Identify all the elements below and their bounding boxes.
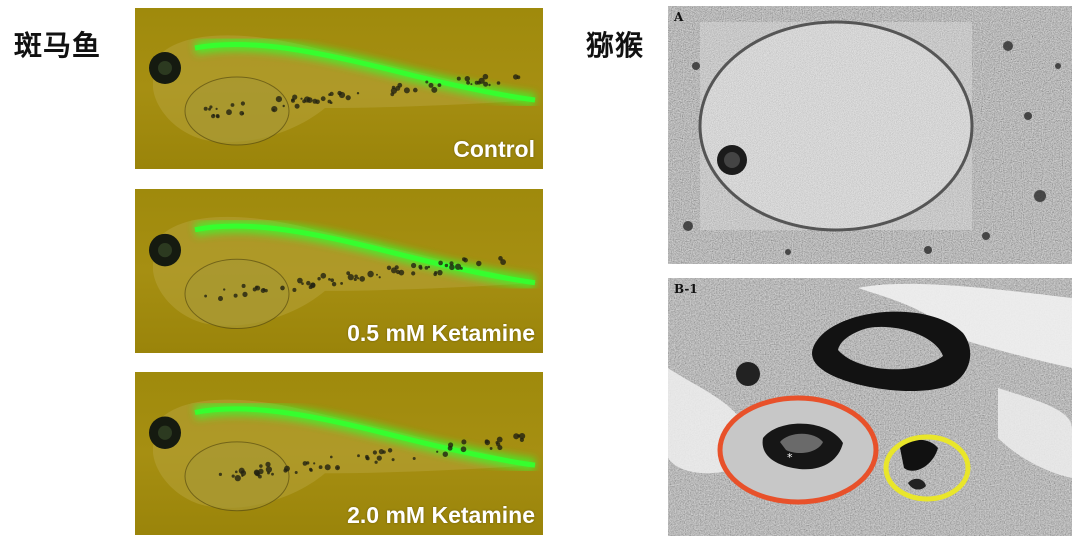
zebrafish-label: 斑马鱼	[14, 29, 102, 62]
svg-text:*: *	[787, 451, 793, 464]
electron-micrograph-a: A	[668, 6, 1072, 264]
control-caption: Control	[453, 136, 535, 162]
zebrafish-low-dose-image: 0.5 mM Ketamine	[135, 189, 543, 353]
high-dose-caption: 2.0 mM Ketamine	[347, 502, 535, 528]
macaque-label: 猕猴	[586, 29, 645, 62]
low-dose-caption: 0.5 mM Ketamine	[347, 320, 535, 346]
electron-micrograph-b1: * B-1	[668, 278, 1072, 536]
panel-b1-tag: B-1	[674, 282, 698, 296]
zebrafish-control-image: Control	[135, 8, 543, 169]
panel-a-tag: A	[674, 10, 684, 24]
zebrafish-high-dose-image: 2.0 mM Ketamine	[135, 372, 543, 535]
